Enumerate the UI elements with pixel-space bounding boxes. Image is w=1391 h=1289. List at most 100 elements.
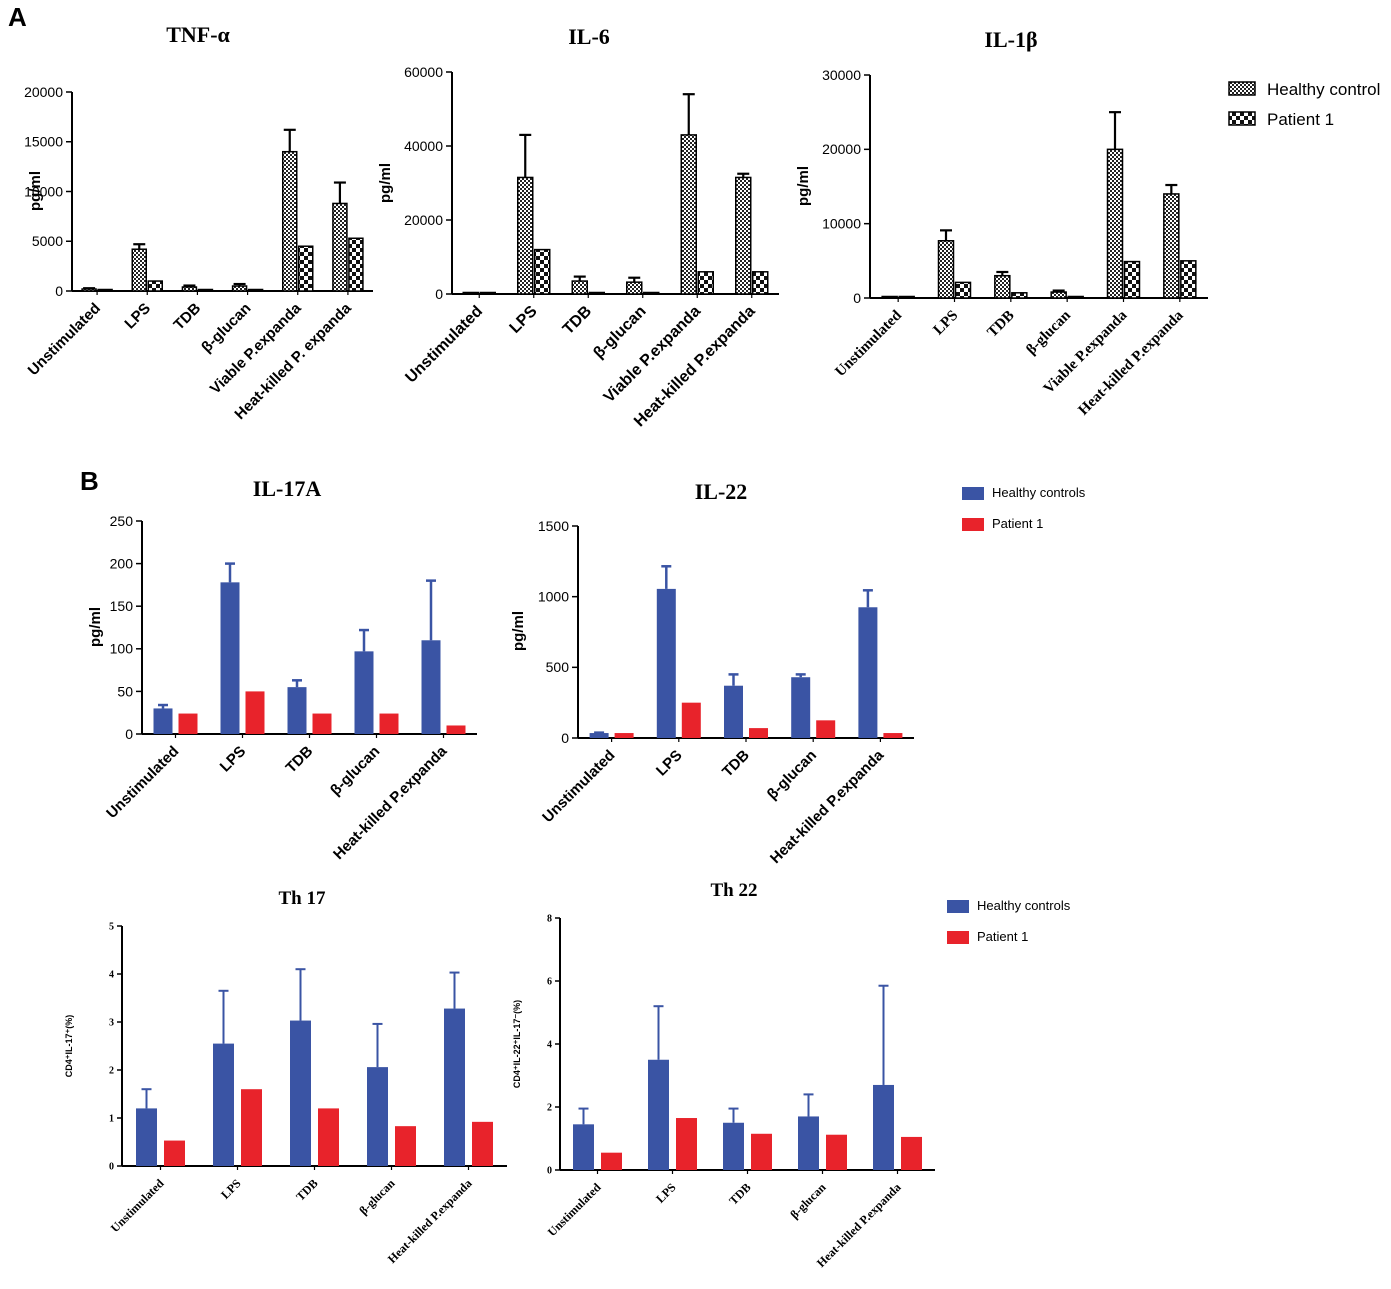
bar-patient-1-lps xyxy=(534,248,551,295)
bar-healthy-control-tdb xyxy=(994,274,1011,299)
bar-patient-1-heat-killed-p-expanda xyxy=(348,237,364,292)
bar-healthy-control-viable-p-expanda xyxy=(1106,148,1124,299)
bar-healthy-control-lps xyxy=(937,240,955,299)
bar-healthy-controls-lps xyxy=(220,582,240,734)
y-tick-label: 3 xyxy=(109,1018,114,1029)
bar-healthy-controls-unstimulated xyxy=(589,733,609,738)
bar-patient-1-tdb xyxy=(1011,292,1028,299)
chart-title: IL-1β xyxy=(984,27,1037,52)
x-category-label: Unstimulated xyxy=(402,303,486,387)
legend-label-patient-1: Patient 1 xyxy=(992,516,1043,531)
x-category-label: Heat-killed P.expanda xyxy=(814,1180,904,1270)
y-tick-label: 10000 xyxy=(822,216,861,232)
bar-patient-1-heat-killed-p-expanda xyxy=(472,1121,493,1166)
x-category-label: LPS xyxy=(218,1176,244,1202)
legend-swatch-patient-1 xyxy=(962,518,984,531)
x-category-label: LPS xyxy=(653,747,686,780)
x-category-label: Viable P.expanda xyxy=(601,303,704,406)
x-category-label: Unstimulated xyxy=(539,747,618,826)
x-category-label: β-glucan xyxy=(1023,307,1074,358)
x-category-label: TDB xyxy=(719,747,753,781)
y-tick-label: 0 xyxy=(547,1166,552,1177)
x-category-label: TDB xyxy=(170,300,204,334)
legend-b-cells: Healthy controls Patient 1 xyxy=(947,898,1071,944)
bar-patient-1-lps xyxy=(147,280,163,292)
chart-title: IL-17A xyxy=(253,476,322,501)
bar-patient-1-glucan xyxy=(395,1126,416,1166)
bar-patient-1-unstimulated xyxy=(97,288,113,292)
bar-patient-1-glucan xyxy=(247,288,264,292)
legend-a: Healthy control Patient 1 xyxy=(1228,80,1380,129)
y-tick-label: 50 xyxy=(117,683,133,699)
y-tick-label: 200 xyxy=(110,556,134,572)
bar-patient-1-unstimulated xyxy=(479,291,496,295)
bar-healthy-control-viable-p-expanda xyxy=(680,134,697,295)
y-tick-label: 0 xyxy=(435,286,443,302)
x-category-label: LPS xyxy=(217,743,250,776)
legend-label-healthy-controls: Healthy controls xyxy=(977,898,1071,913)
y-tick-label: 60000 xyxy=(404,64,443,80)
x-category-label: β-glucan xyxy=(787,1180,828,1221)
chart-th17: Th 17 CD4⁺IL-17⁺(%) 0 1 2 3 4 5 Unstimulated LPS T… xyxy=(64,888,507,1266)
x-category-label: Unstimulated xyxy=(103,743,182,822)
x-category-label: Unstimulated xyxy=(108,1176,167,1235)
bar-healthy-control-viable-p-expanda xyxy=(282,150,298,292)
y-tick-label: 5 xyxy=(109,922,114,933)
panel-label-a: A xyxy=(8,2,27,32)
y-tick-label: 1500 xyxy=(538,518,569,534)
bar-patient-1-lps xyxy=(245,691,265,734)
bar-healthy-control-heat-killed-p-expanda xyxy=(735,176,752,295)
legend-swatch-patient-1 xyxy=(947,931,969,944)
bar-patient-1-lps xyxy=(241,1089,262,1166)
y-tick-label: 500 xyxy=(546,659,570,675)
chart-il-17a: IL-17A pg/ml 0 50 100 150 200 250 Unstimulated LP… xyxy=(87,476,477,863)
y-tick-label: 4 xyxy=(547,1040,552,1051)
x-category-label: Heat-killed P.expanda xyxy=(1076,307,1187,418)
legend-swatch-healthy-controls xyxy=(962,487,984,500)
chart-tnf-alpha: TNF-α pg/ml 0 5000 10000 15000 20000 Unstimulat… xyxy=(24,22,373,423)
x-category-label: β-glucan xyxy=(327,743,383,799)
legend-label-patient-1: Patient 1 xyxy=(1267,110,1334,129)
bar-patient-1-unstimulated xyxy=(178,713,198,734)
chart-th22: Th 22 CD4⁺IL-22⁺IL-17⁻(%) 0 2 4 6 8 Unstimulate… xyxy=(512,880,935,1270)
y-tick-label: 4 xyxy=(109,970,114,981)
chart-il-6: IL-6 pg/ml 0 20000 40000 60000 Unstimulated LPS… xyxy=(377,24,779,430)
y-axis-label: pg/ml xyxy=(87,607,104,647)
y-tick-label: 30000 xyxy=(822,67,861,83)
bar-patient-1-unstimulated xyxy=(164,1140,185,1166)
bar-healthy-controls-heat-killed-p-expanda xyxy=(858,607,878,738)
chart-il-1-beta: IL-1β pg/ml 0 10000 20000 30000 Unstimulated LP… xyxy=(795,27,1208,419)
bar-healthy-control-lps xyxy=(517,176,534,295)
x-category-label: TDB xyxy=(726,1180,753,1207)
y-tick-label: 5000 xyxy=(32,233,63,249)
y-axis-label: pg/ml xyxy=(510,611,527,651)
bar-healthy-controls-unstimulated xyxy=(136,1108,157,1166)
bar-patient-1-glucan xyxy=(1067,295,1084,299)
y-tick-label: 2 xyxy=(547,1103,552,1114)
bar-healthy-controls-lps xyxy=(656,588,676,738)
y-tick-label: 0 xyxy=(55,283,63,299)
chart-title: TNF-α xyxy=(166,22,230,47)
x-category-label: Unstimulated xyxy=(25,300,104,379)
bar-healthy-control-lps xyxy=(131,248,147,292)
x-category-label: LPS xyxy=(931,308,962,339)
bar-patient-1-unstimulated xyxy=(898,295,915,299)
y-axis-label: pg/ml xyxy=(27,171,44,211)
x-category-label: Heat-killed P.expanda xyxy=(330,742,451,863)
bar-healthy-controls-heat-killed-p-expanda xyxy=(444,1008,465,1166)
bar-patient-1-heat-killed-p-expanda xyxy=(1180,260,1197,299)
bar-patient-1-glucan xyxy=(826,1134,847,1170)
y-tick-label: 1 xyxy=(109,1114,114,1125)
bar-patient-1-tdb xyxy=(197,288,214,292)
y-tick-label: 150 xyxy=(110,598,134,614)
bar-healthy-controls-unstimulated xyxy=(573,1124,594,1170)
legend-swatch-healthy-control xyxy=(1228,81,1256,96)
y-axis-label: CD4⁺IL-22⁺IL-17⁻(%) xyxy=(512,1000,522,1088)
bar-patient-1-lps xyxy=(681,702,701,738)
y-tick-label: 0 xyxy=(561,730,569,746)
y-tick-label: 2 xyxy=(109,1066,114,1077)
bar-patient-1-viable-p-expanda xyxy=(298,245,314,292)
chart-title: IL-6 xyxy=(568,24,610,49)
legend-swatch-patient-1 xyxy=(1228,111,1256,126)
